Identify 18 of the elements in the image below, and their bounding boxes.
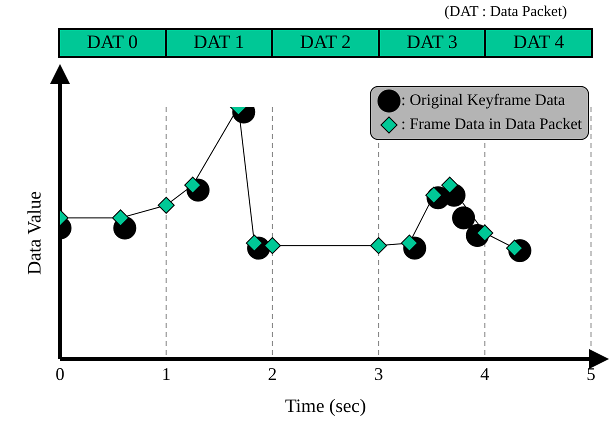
y-axis-title: Data Value bbox=[24, 191, 46, 275]
text: (DAT : Data Packet) bbox=[444, 4, 567, 21]
x-tick-label: 2 bbox=[268, 364, 277, 384]
x-axis-title: Time (sec) bbox=[284, 396, 366, 417]
point bbox=[370, 237, 388, 254]
x-tick-label: 1 bbox=[162, 364, 171, 384]
point bbox=[264, 237, 281, 254]
legend-label: : Original Keyframe Data bbox=[401, 92, 566, 110]
point bbox=[158, 196, 175, 214]
point bbox=[112, 209, 130, 226]
x-tick-label: 0 bbox=[56, 364, 64, 384]
point bbox=[441, 176, 458, 194]
point bbox=[452, 206, 476, 230]
x-tick-label: 3 bbox=[374, 364, 384, 384]
packet-strip: DAT 0 DAT 1 DAT 2 DAT 3 DAT 4 bbox=[58, 28, 593, 58]
legend-label: : Frame Data in Data Packet bbox=[401, 116, 582, 134]
x-tick-label: 5 bbox=[586, 364, 596, 384]
x-tick-label: 4 bbox=[480, 364, 490, 384]
